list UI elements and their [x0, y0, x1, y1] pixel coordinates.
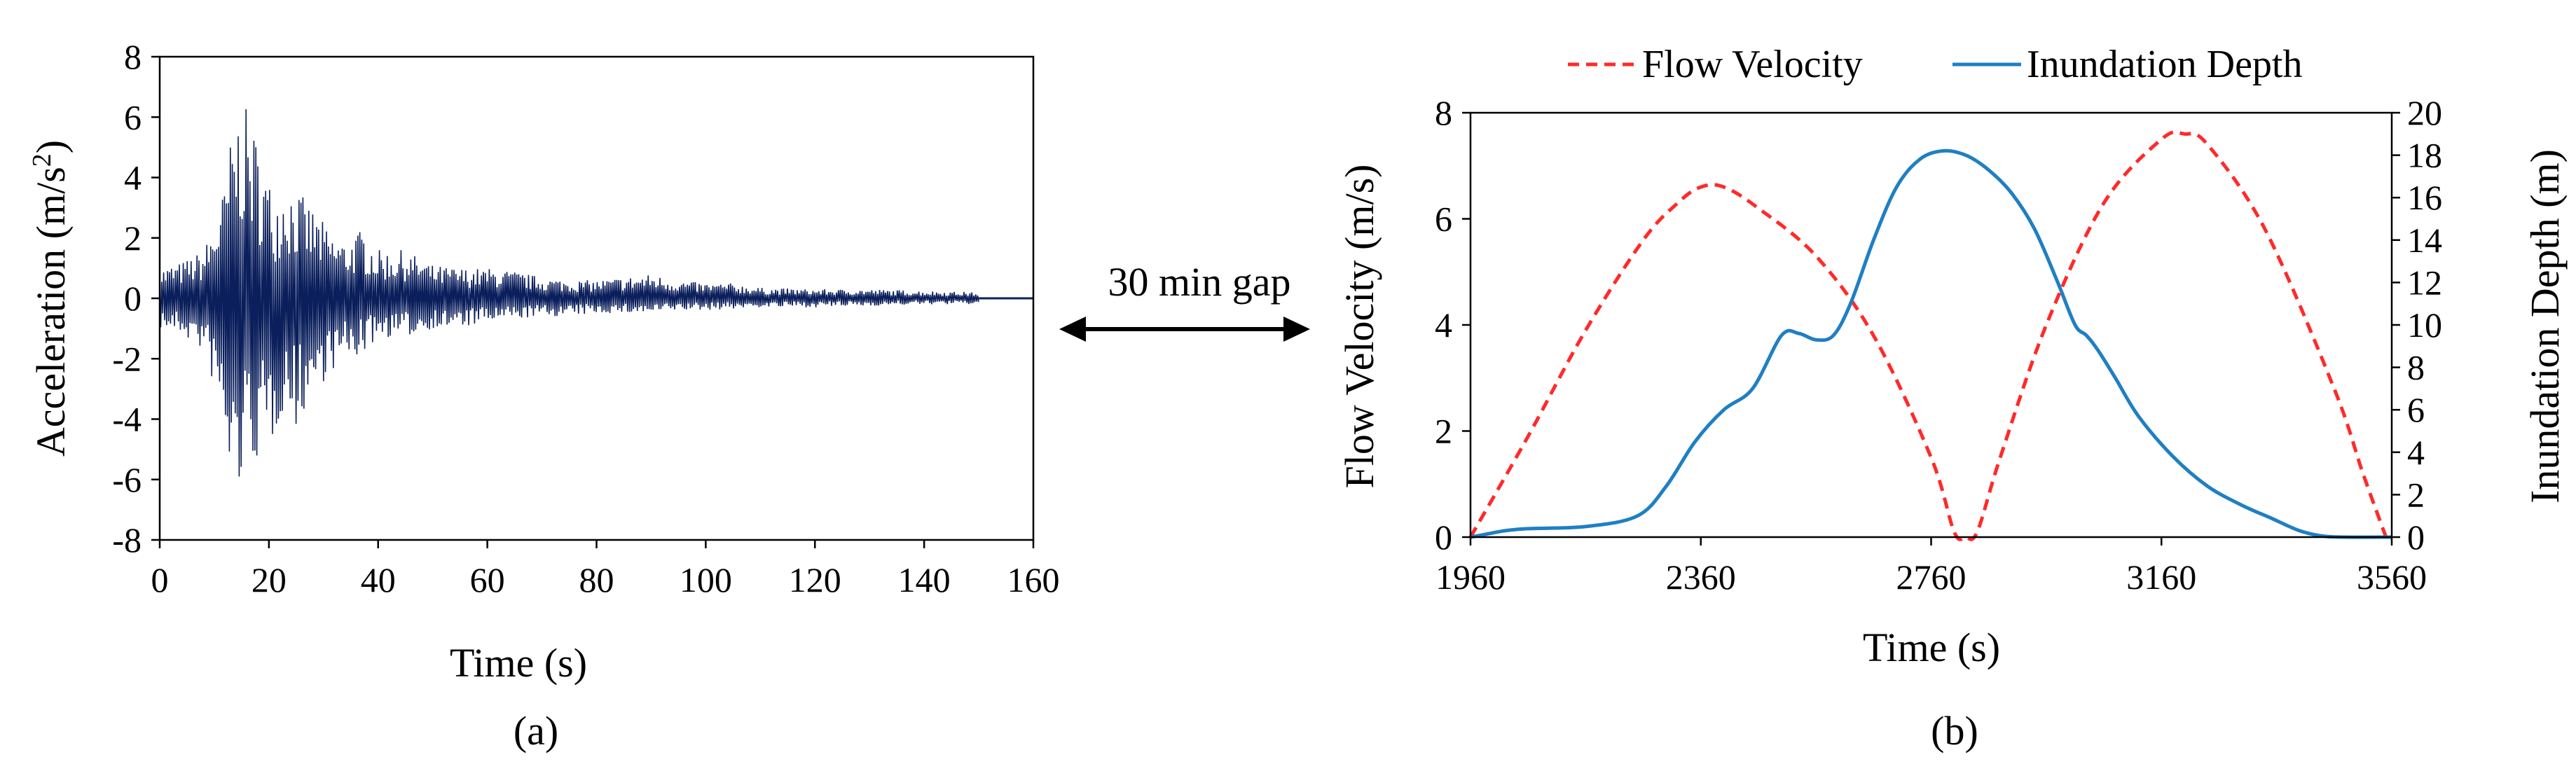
arrow-head-left	[1059, 317, 1086, 342]
acceleration-y-tick-label: -8	[112, 520, 142, 560]
inundation-depth-y-tick-label: 4	[2407, 433, 2425, 472]
acceleration-x-tick-label: 160	[1007, 560, 1060, 599]
legend-label-inundation-depth: Inundation Depth	[2027, 43, 2302, 86]
acceleration-series-line	[159, 109, 979, 477]
panel-label-a: (a)	[514, 708, 558, 753]
gap-annotation-label: 30 min gap	[1108, 259, 1291, 305]
inundation-depth-y-tick-label: 8	[2407, 348, 2425, 387]
acceleration-y-tick-label: 4	[124, 158, 142, 197]
flow-velocity-y-tick-label: 2	[1435, 412, 1452, 451]
flow-x-tick-label: 2360	[1666, 557, 1736, 597]
legend-label-flow-velocity: Flow Velocity	[1642, 43, 1863, 86]
flow-velocity-y-ticks: 0 2 4 6 8	[1435, 93, 1470, 557]
flow-velocity-series-line	[1468, 130, 2388, 541]
acceleration-x-tick-label: 100	[680, 560, 732, 599]
flow-plot-frame	[1469, 111, 2393, 539]
acceleration-y-tick-label: -6	[112, 460, 142, 499]
acceleration-y-ticks: -8 -6 -4 -2 0 2 4 6 8	[112, 37, 160, 560]
acceleration-x-ticks: 0 20 40 60 80 100 120 140 160	[151, 540, 1060, 599]
inundation-depth-y-tick-label: 10	[2407, 305, 2442, 345]
gap-annotation: 30 min gap	[1059, 259, 1310, 342]
acceleration-x-tick-label: 60	[470, 560, 505, 599]
flow-x-tick-label: 2760	[1896, 557, 1967, 597]
acceleration-x-tick-label: 20	[252, 560, 287, 599]
inundation-depth-y-tick-label: 0	[2407, 518, 2425, 557]
acceleration-y-tick-label: 6	[124, 97, 142, 137]
flow-velocity-y-tick-label: 0	[1435, 518, 1452, 557]
inundation-depth-y-tick-label: 2	[2407, 475, 2425, 514]
acceleration-y-tick-label: 0	[124, 279, 142, 318]
flow-velocity-y-tick-label: 6	[1435, 200, 1452, 239]
acceleration-y-axis-label-superscript: 2	[27, 153, 57, 167]
flow-x-tick-label: 1960	[1435, 557, 1506, 597]
inundation-depth-y-tick-label: 16	[2407, 178, 2442, 217]
flow-x-axis-label: Time (s)	[1863, 625, 2000, 670]
acceleration-plot-area	[159, 109, 1033, 477]
inundation-depth-y-tick-label: 14	[2407, 221, 2442, 260]
panel-label-b: (b)	[1931, 708, 1978, 753]
acceleration-y-tick-label: -4	[112, 400, 142, 439]
legend: Flow Velocity Inundation Depth	[1568, 43, 2302, 86]
flow-x-ticks: 1960 2360 2760 3160 3560	[1435, 537, 2427, 597]
flow-velocity-y-tick-label: 8	[1435, 93, 1452, 132]
acceleration-y-tick-label: -2	[112, 339, 142, 378]
inundation-depth-y-axis-label: Inundation Depth (m)	[2522, 149, 2568, 503]
inundation-depth-y-tick-label: 6	[2407, 390, 2425, 429]
inundation-depth-series-line	[1470, 148, 2392, 539]
acceleration-x-tick-label: 120	[789, 560, 841, 599]
acceleration-x-tick-label: 140	[898, 560, 951, 599]
acceleration-y-axis-label: Acceleration (m/s2)	[27, 140, 74, 457]
acceleration-y-axis-label-main: Acceleration (m/s	[28, 167, 74, 457]
acceleration-y-axis-label-close: )	[28, 140, 74, 153]
acceleration-x-tick-label: 0	[151, 560, 169, 599]
inundation-depth-y-tick-label: 12	[2407, 263, 2442, 302]
flow-velocity-y-tick-label: 4	[1435, 305, 1452, 345]
flow-x-tick-label: 3160	[2126, 557, 2196, 597]
panel-a-acceleration-chart: -8 -6 -4 -2 0 2 4 6 8 0 20 40 60 80 100 120 140 160 Acce…	[27, 37, 1060, 753]
flow-velocity-y-axis-label: Flow Velocity (m/s)	[1337, 165, 1382, 489]
acceleration-x-axis-label: Time (s)	[450, 640, 587, 686]
flow-x-tick-label: 3560	[2357, 557, 2427, 597]
arrow-head-right	[1283, 317, 1310, 342]
inundation-depth-y-tick-label: 20	[2407, 93, 2442, 132]
inundation-depth-y-tick-label: 18	[2407, 136, 2442, 175]
acceleration-y-tick-label: 8	[124, 37, 142, 76]
acceleration-y-tick-label: 2	[124, 218, 142, 258]
acceleration-x-tick-label: 40	[361, 560, 396, 599]
flow-plot-area	[1468, 130, 2392, 541]
acceleration-x-tick-label: 80	[579, 560, 614, 599]
